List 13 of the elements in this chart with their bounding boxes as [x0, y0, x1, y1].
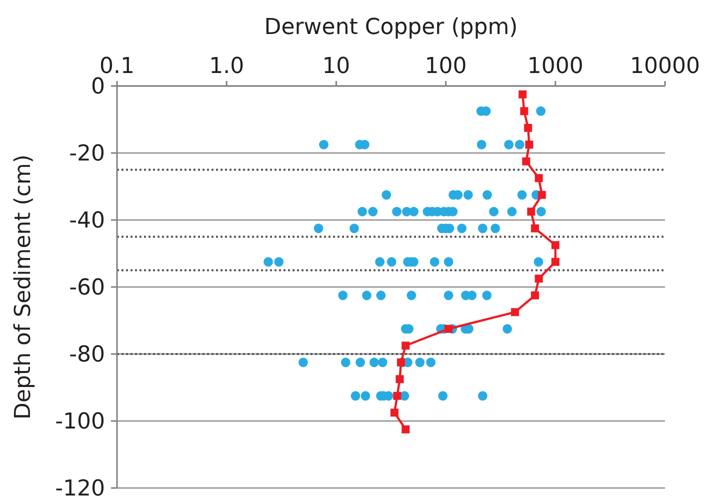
- y-tick-label: -100: [55, 410, 105, 435]
- x-tick-label: 1000: [527, 54, 584, 79]
- x-tick-label: 1.0: [209, 54, 244, 79]
- y-tick-label: -80: [69, 342, 105, 368]
- y-tick-label: -60: [69, 276, 105, 301]
- x-tick-label: 100: [424, 54, 467, 79]
- y-tick-label: -20: [69, 142, 105, 167]
- y-tick-label: -40: [69, 208, 105, 234]
- x-tick-label: 10: [322, 54, 350, 79]
- y-tick-label: -120: [55, 476, 105, 502]
- y-axis-title: Depth of Sediment (cm): [11, 154, 36, 420]
- x-axis-title: Derwent Copper (ppm): [264, 15, 518, 40]
- x-tick-label: 10000: [630, 54, 700, 79]
